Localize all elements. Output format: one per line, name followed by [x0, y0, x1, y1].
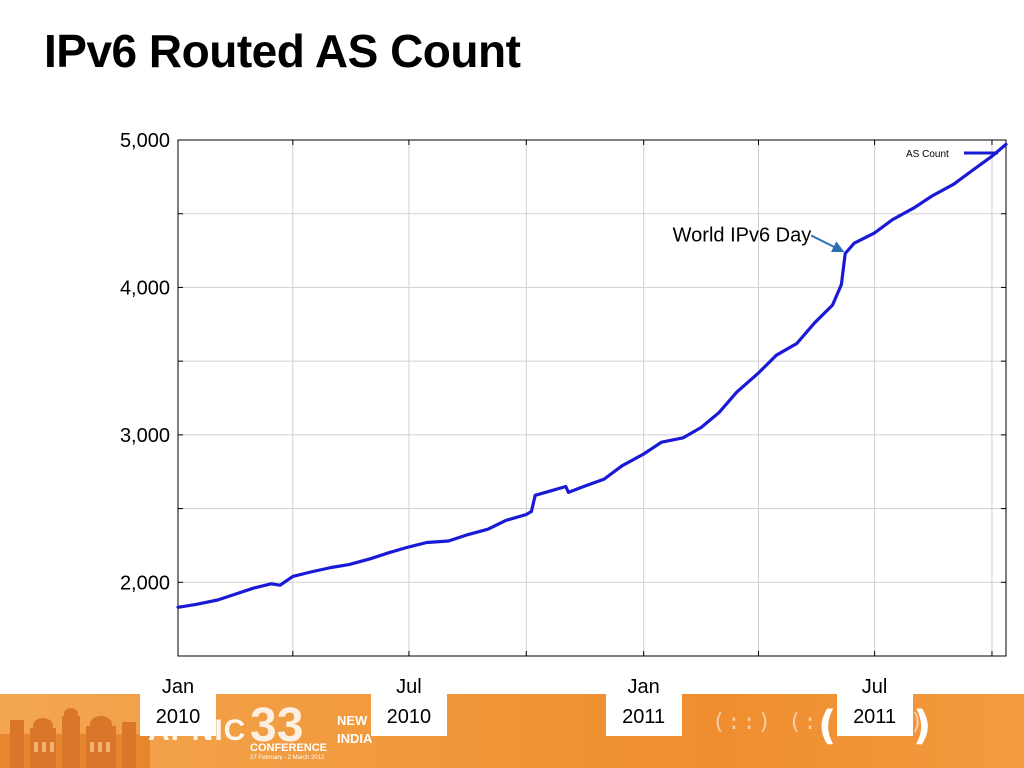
legend-label: AS Count [906, 149, 949, 160]
x-tick-label: Jan 2011 [605, 670, 682, 736]
annotation-label: World IPv6 Day [673, 225, 812, 247]
grid [178, 140, 1006, 656]
plot-frame [177, 139, 1007, 657]
y-tick-label: 3,000 [120, 425, 170, 447]
x-tick-label: Jul 2011 [836, 670, 913, 736]
x-tick-label-month: Jul [861, 676, 888, 698]
annotation-arrow [810, 234, 845, 253]
x-tick-label: Jan 2010 [140, 670, 216, 736]
y-tick-label: 2,000 [120, 572, 170, 594]
slide-title: IPv6 Routed AS Count [44, 25, 521, 77]
y-tick-label: 5,000 [120, 130, 170, 152]
conference-dates: 27 February - 2 March 2012 [250, 755, 325, 761]
x-tick-label-year: 2011 [853, 706, 897, 728]
palace-skyline-icon [0, 708, 150, 768]
legend: AS Count [906, 149, 998, 160]
conference-label: CONFERENCE [250, 742, 328, 754]
series-layer [176, 142, 1008, 609]
x-tick-label-month: Jan [627, 676, 660, 698]
y-axis-labels: 2,000 3,000 4,000 5,000 [120, 130, 170, 594]
axis-ticks [177, 139, 1006, 657]
conference-number: 33 [250, 699, 304, 752]
annotation-layer: World IPv6 Day [673, 225, 845, 253]
x-tick-label-year: 2010 [386, 706, 432, 728]
city-line-2: INDIA [337, 731, 373, 746]
x-tick-label-year: 2011 [622, 706, 666, 728]
x-tick-label-month: Jan [161, 676, 195, 698]
series-line-as-count [176, 142, 1008, 609]
x-tick-label: Jul 2010 [370, 670, 447, 736]
y-tick-label: 4,000 [120, 277, 170, 299]
x-tick-label-month: Jul [396, 676, 422, 698]
x-tick-label-year: 2010 [155, 706, 201, 728]
